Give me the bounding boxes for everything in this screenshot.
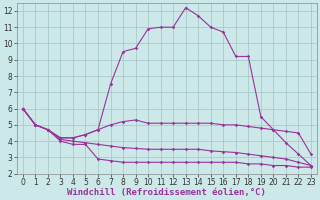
X-axis label: Windchill (Refroidissement éolien,°C): Windchill (Refroidissement éolien,°C) (68, 188, 266, 197)
